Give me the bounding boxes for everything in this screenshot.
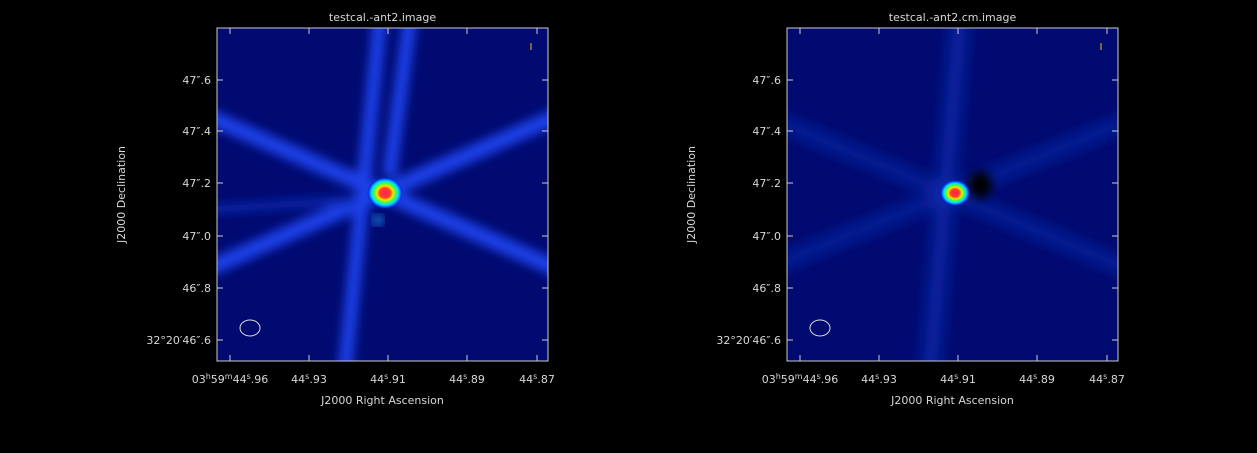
y-tick-label: 47″.0 <box>752 230 781 243</box>
y-tick-label: 47″.6 <box>752 74 781 87</box>
tick-label-part: 44 <box>940 373 954 386</box>
x-tick-label: 03h59m44s.96 <box>192 372 269 387</box>
tick-label-part: .91 <box>958 373 976 386</box>
tick-label-part: .89 <box>1037 373 1055 386</box>
x-tick-label: 44s.93 <box>861 372 897 387</box>
panel-title: testcal.-ant2.cm.image <box>889 11 1017 24</box>
y-tick-label: 47″.0 <box>182 230 211 243</box>
tick-label-part: .96 <box>251 373 269 386</box>
x-tick-label: 44s.89 <box>1019 372 1055 387</box>
tick-label-part: .93 <box>309 373 327 386</box>
x-tick-label: 03h59m44s.96 <box>762 372 839 387</box>
tick-label-part: 44 <box>291 373 305 386</box>
tick-label-part: 44 <box>803 373 817 386</box>
tick-label-part: 59 <box>781 373 795 386</box>
viewer: testcal.-ant2.image J2000 Right Ascension… <box>0 0 1257 453</box>
tick-label-part: .96 <box>821 373 839 386</box>
tick-label-part: 44 <box>519 373 533 386</box>
tick-label-part: 59 <box>211 373 225 386</box>
tick-label-part: .87 <box>537 373 555 386</box>
image-2 <box>775 20 1130 370</box>
x-tick-label: 44s.87 <box>1089 372 1125 387</box>
x-axis-label: J2000 Right Ascension <box>890 394 1014 407</box>
y-tick-label: 47″.4 <box>752 125 781 138</box>
y-tick-label: 46″.8 <box>752 282 781 295</box>
y-tick-label: 47″.6 <box>182 74 211 87</box>
y-tick-label: 32°20′46″.6 <box>146 334 211 347</box>
x-tick-label: 44s.91 <box>370 372 406 387</box>
y-tick-label: 46″.8 <box>182 282 211 295</box>
tick-label-part: m <box>225 372 233 381</box>
y-tick-label: 47″.2 <box>182 177 211 190</box>
tick-label-part: .93 <box>879 373 897 386</box>
tick-label-part: 44 <box>1089 373 1103 386</box>
tick-label-part: 44 <box>449 373 463 386</box>
y-tick-label: 47″.2 <box>752 177 781 190</box>
tick-label-part: .89 <box>467 373 485 386</box>
tick-label-part: m <box>795 372 803 381</box>
y-tick-label: 32°20′46″.6 <box>716 334 781 347</box>
x-tick-label: 44s.87 <box>519 372 555 387</box>
tick-label-part: 44 <box>233 373 247 386</box>
y-axis-label: J2000 Declination <box>685 146 698 244</box>
x-tick-label: 44s.93 <box>291 372 327 387</box>
x-tick-label: 44s.91 <box>940 372 976 387</box>
y-axis-label: J2000 Declination <box>115 146 128 244</box>
tick-label-part: 44 <box>1019 373 1033 386</box>
y-tick-label: 47″.4 <box>182 125 211 138</box>
x-tick-label: 44s.89 <box>449 372 485 387</box>
tick-label-part: 44 <box>370 373 384 386</box>
tick-label-part: .87 <box>1107 373 1125 386</box>
tick-label-part: 03 <box>762 373 776 386</box>
image-1 <box>205 20 560 370</box>
x-axis-label: J2000 Right Ascension <box>320 394 444 407</box>
tick-label-part: 44 <box>861 373 875 386</box>
tick-label-part: .91 <box>388 373 406 386</box>
tick-label-part: 03 <box>192 373 206 386</box>
panel-title: testcal.-ant2.image <box>329 11 436 24</box>
